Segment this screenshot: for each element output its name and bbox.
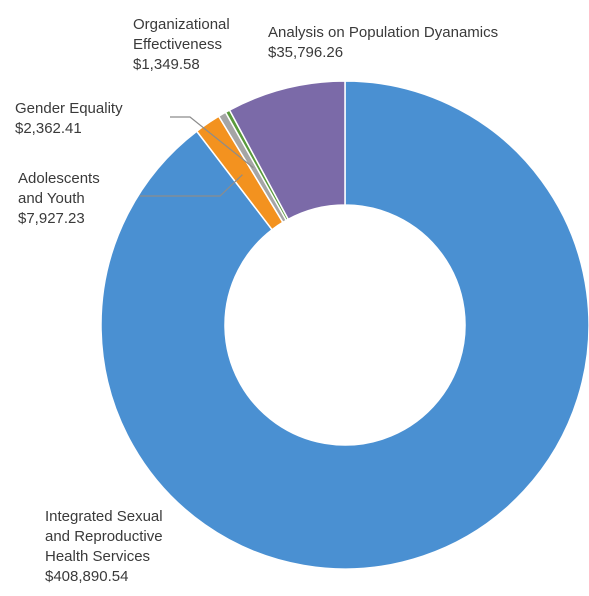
label-organizational-effectiveness: Organizational Effectiveness $1,349.58 [133,16,230,73]
slice-name: and Youth [18,190,85,207]
slice-name: Effectiveness [133,36,222,53]
label-adolescents-and-youth: Adolescents and Youth $7,927.23 [18,170,100,227]
slice-name: Adolescents [18,170,100,187]
label-analysis-on-population-dyanamics: Analysis on Population Dyanamics $35,796.… [268,24,498,61]
slices [100,80,589,570]
slice-value: $408,890.54 [45,568,128,585]
leader-line [170,116,254,169]
label-integrated-sexual-and-reproductive-health-services: Integrated Sexual and Reproductive Health … [45,508,163,585]
slice-value: $7,927.23 [18,210,85,227]
slice-name: Integrated Sexual [45,508,163,525]
leader-line [140,174,243,197]
slice-name: Health Services [45,548,150,565]
leader-lines [140,116,254,197]
label-gender-equality: Gender Equality $2,362.41 [15,100,123,137]
slice-value: $35,796.26 [268,44,343,61]
slice-name: Analysis on Population Dyanamics [268,24,498,41]
slice-name: Gender Equality [15,100,123,117]
slice-value: $2,362.41 [15,120,82,137]
slice-value: $1,349.58 [133,56,200,73]
slice-analysis-on-population-dyanamics [228,80,346,221]
slice-labels: Integrated Sexual and Reproductive Health … [15,16,498,585]
slice-name: Organizational [133,16,230,33]
slice-name: and Reproductive [45,528,163,545]
